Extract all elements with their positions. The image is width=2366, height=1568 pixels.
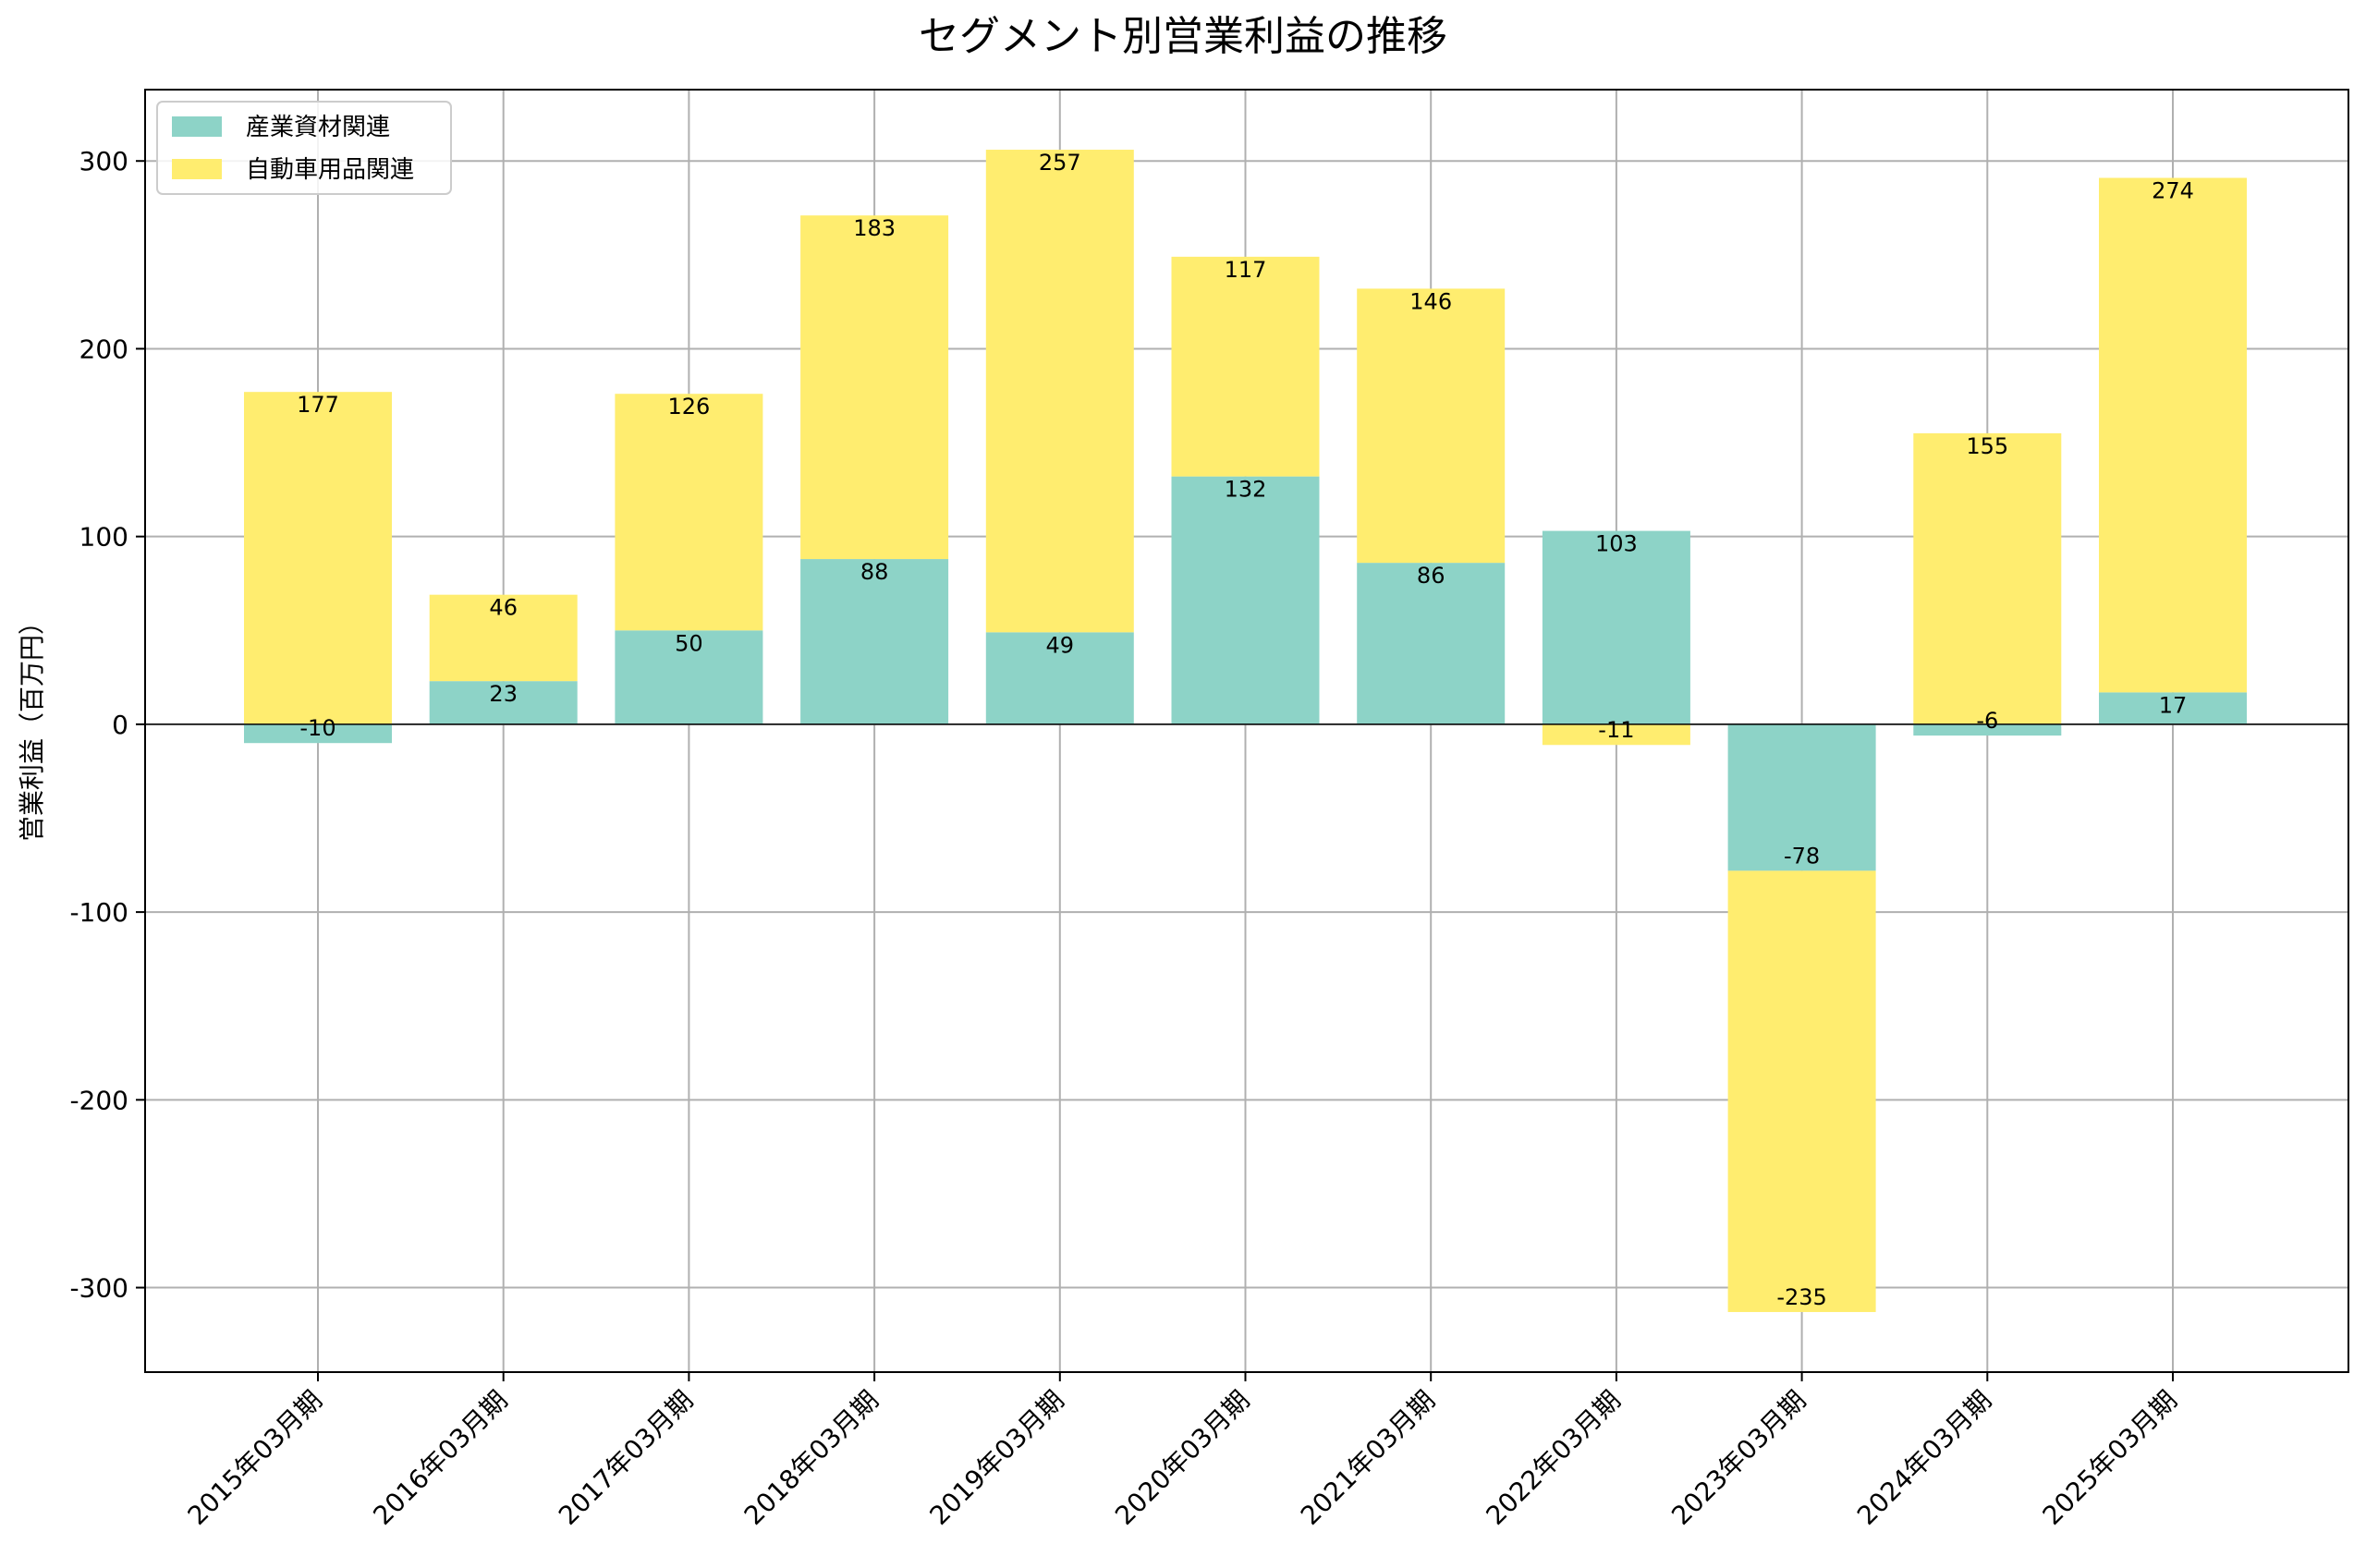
data-label-automotive: 177 (297, 392, 339, 418)
data-label-automotive: -11 (1598, 717, 1634, 743)
x-tick-label: 2018年03月期 (738, 1385, 884, 1531)
data-label-automotive: 257 (1039, 150, 1081, 176)
bar-automotive (985, 150, 1134, 633)
y-tick-label: 100 (79, 522, 128, 553)
x-tick-label: 2021年03月期 (1295, 1385, 1441, 1531)
data-labels: -10 177 23 46 50 126 88 183 49 257 132 117 86 146 103 -… (297, 150, 2194, 1310)
bar-automotive (1357, 288, 1506, 564)
x-tick-label: 2016年03月期 (367, 1385, 513, 1531)
y-tick-label: 300 (79, 146, 128, 176)
data-label-industrial: -6 (1976, 708, 1998, 734)
x-tick-label: 2019年03月期 (923, 1385, 1069, 1531)
plot-frame (144, 89, 2349, 1373)
y-tick-label: -300 (69, 1273, 128, 1304)
data-label-automotive: 46 (489, 595, 518, 621)
legend-swatch (172, 116, 222, 137)
data-label-automotive: 274 (2152, 178, 2194, 204)
data-label-industrial: 17 (2159, 692, 2188, 718)
legend-label: 産業資材関連 (246, 114, 390, 141)
bar-automotive (615, 394, 763, 631)
bar-automotive (429, 594, 578, 682)
x-tick-label: 2023年03月期 (1665, 1385, 1811, 1531)
data-label-automotive: 146 (1409, 288, 1452, 314)
legend-box (156, 101, 452, 195)
data-label-industrial: 50 (675, 630, 703, 656)
data-label-industrial: 49 (1046, 632, 1075, 658)
bar-industrial (1542, 530, 1690, 724)
x-tick-label: 2022年03月期 (1481, 1385, 1627, 1531)
data-label-industrial: 23 (489, 681, 518, 707)
bar-industrial (1727, 723, 1876, 871)
data-label-industrial: 132 (1225, 477, 1267, 503)
data-label-automotive: 183 (853, 215, 896, 241)
bar-automotive (1727, 870, 1876, 1312)
data-label-industrial: 86 (1417, 563, 1445, 589)
bar-industrial (244, 723, 392, 744)
data-label-automotive: 117 (1225, 257, 1267, 283)
y-tick-label: -100 (69, 897, 128, 928)
bar-industrial (985, 632, 1134, 724)
x-tick-label: 2020年03月期 (1109, 1385, 1255, 1531)
bar-automotive (1542, 723, 1690, 746)
data-label-industrial: 103 (1595, 531, 1638, 557)
y-axis-label: 営業利益（百万円） (17, 609, 47, 842)
bar-industrial (429, 681, 578, 724)
chart-title: セグメント別営業利益の推移 (919, 13, 1447, 60)
bar-automotive (1171, 256, 1320, 477)
legend-swatch (172, 159, 222, 179)
data-label-automotive: -235 (1776, 1284, 1826, 1310)
legend-label: 自動車用品関連 (246, 156, 414, 184)
bar-automotive (2099, 177, 2247, 693)
bar-industrial (2099, 692, 2247, 724)
bar-automotive (244, 392, 392, 724)
y-tick-label: -200 (69, 1085, 128, 1115)
bar-industrial (800, 559, 949, 724)
bar-industrial (1171, 476, 1320, 724)
x-tick-label: 2017年03月期 (553, 1385, 699, 1531)
bars (244, 150, 2247, 1312)
bar-industrial (615, 630, 763, 724)
x-tick-label: 2025年03月期 (2037, 1385, 2183, 1531)
bar-industrial (1913, 723, 2062, 736)
bar-industrial (1357, 563, 1506, 724)
x-tick-label: 2024年03月期 (1851, 1385, 1997, 1531)
x-tick-label: 2015年03月期 (182, 1385, 328, 1531)
bar-automotive (1913, 432, 2062, 724)
data-label-industrial: 88 (860, 559, 889, 585)
data-label-industrial: -10 (299, 715, 335, 741)
bar-automotive (800, 215, 949, 560)
data-label-automotive: 155 (1966, 433, 2008, 459)
data-label-automotive: 126 (667, 394, 710, 419)
y-tick-label: 0 (112, 710, 128, 740)
data-label-industrial: -78 (1784, 843, 1820, 869)
y-tick-label: 200 (79, 334, 128, 364)
